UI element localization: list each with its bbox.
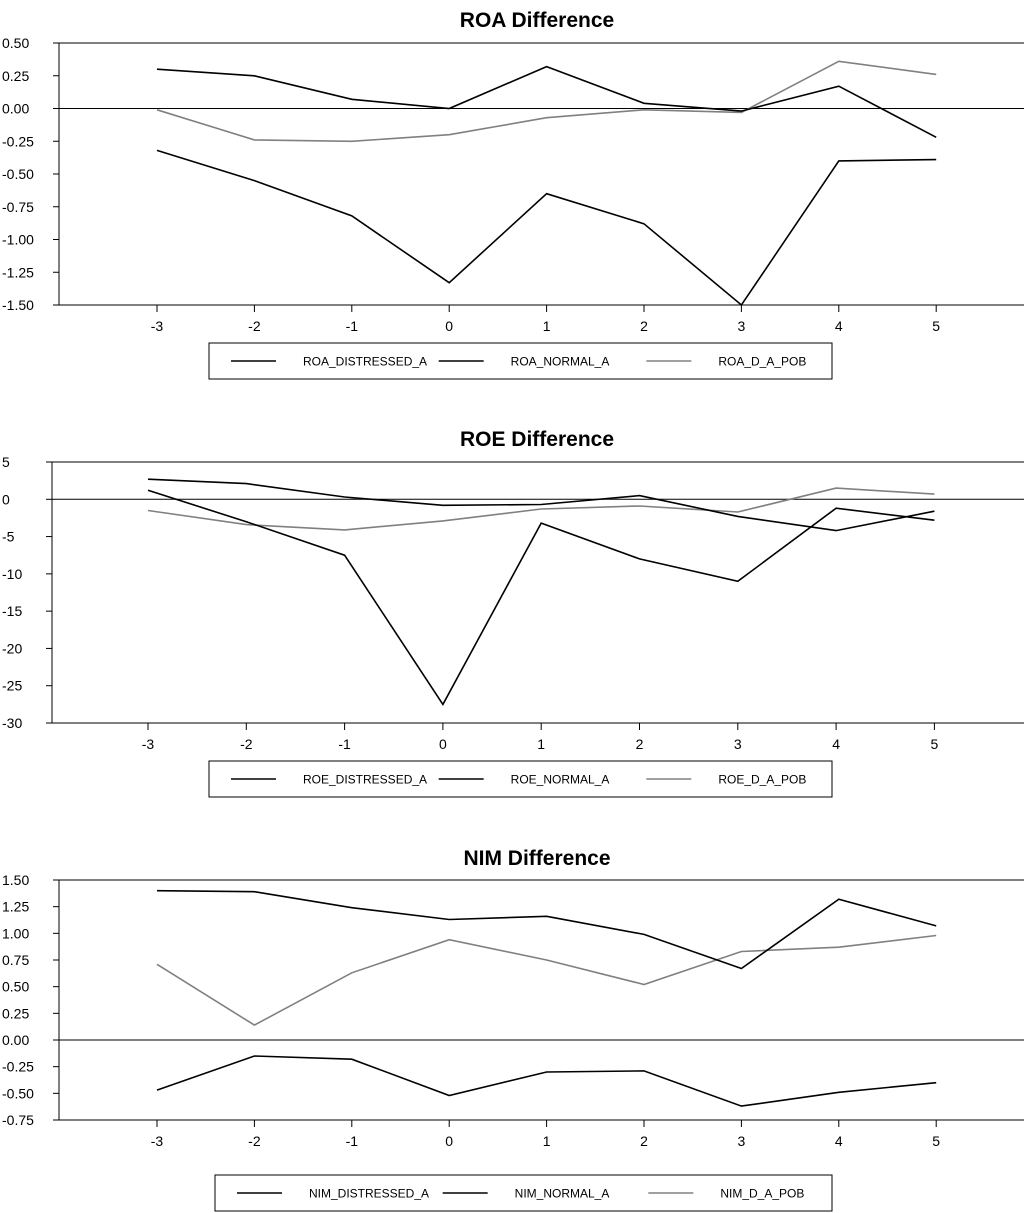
series-line-nim-d-a-pob <box>156 934 937 1027</box>
series-line-roa-d-a-pob <box>156 60 937 143</box>
nim-frame <box>58 879 1024 1121</box>
roe-x-tick-label: 3 <box>734 736 742 752</box>
nim-x-tick-label: 1 <box>543 1133 551 1149</box>
nim-y-tick-label: 1.00 <box>2 925 29 941</box>
nim-x-tick-label: 4 <box>835 1133 843 1149</box>
nim-y-tick-label: 0.25 <box>2 1005 29 1021</box>
series-line-roe-distressed-a <box>147 489 935 706</box>
legend-label-roe-d-a-pob: ROE_D_A_POB <box>718 773 806 787</box>
series-line-roa-distressed-a <box>156 149 937 307</box>
series-line-nim-normal-a <box>156 889 937 970</box>
roe-plot-area: 50-5-10-15-20-25-30-3 -2 -1 0 1 2 3 4 5 <box>2 454 1024 752</box>
roa-legend: ROA_DISTRESSED_A ROA_NORMAL_A ROA_D_A_POB <box>208 342 833 380</box>
roe-x-tick-label: 5 <box>931 736 939 752</box>
roe-y-tick-label: -15 <box>2 603 22 619</box>
roe-y-tick-label: -5 <box>2 529 15 545</box>
legend-label-roa-distressed-a: ROA_DISTRESSED_A <box>303 355 427 369</box>
nim-x-ticks: -3 -2 -1 0 1 2 3 4 5 <box>151 1120 940 1149</box>
roa-x-tick-label: 4 <box>835 318 843 334</box>
roa-y-tick-label: 0.50 <box>2 35 29 51</box>
roe-chart-title: ROE Difference <box>460 428 614 451</box>
legend-label-nim-d-a-pob: NIM_D_A_POB <box>720 1187 804 1201</box>
roe-x-tick-label: 1 <box>537 736 545 752</box>
roa-legend-box <box>208 342 833 380</box>
nim-y-tick-label: 1.25 <box>2 899 29 915</box>
legend-label-roa-d-a-pob: ROA_D_A_POB <box>718 355 806 369</box>
series-line-roe-d-a-pob <box>147 487 935 531</box>
roa-x-tick-label: 0 <box>445 318 453 334</box>
nim-x-tick-label: 0 <box>445 1133 453 1149</box>
roa-x-tick-label: -3 <box>151 318 164 334</box>
roe-y-tick-label: -20 <box>2 640 22 656</box>
roe-x-tick-label: 0 <box>439 736 447 752</box>
roa-chart: ROA Difference 0.50 0.25 0.00 -0.25 -0.50 -0.… <box>2 9 1024 380</box>
roe-legend: ROE_DISTRESSED_A ROE_NORMAL_A ROE_D_A_POB <box>208 760 833 798</box>
roa-plot-area: 0.50 0.25 0.00 -0.25 -0.50 -0.75 -1.00 -1.25 -1.… <box>2 35 1024 334</box>
roa-frame <box>58 42 1024 306</box>
roa-x-tick-label: -2 <box>248 318 261 334</box>
roe-x-tick-label: 2 <box>636 736 644 752</box>
roe-frame <box>51 461 1024 724</box>
nim-y-ticks: 1.50 1.25 1.00 0.75 0.50 0.25 0.00 -0.25 -0.50 -0… <box>2 872 59 1128</box>
roa-y-tick-label: -1.25 <box>2 264 34 280</box>
series-line-nim-distressed-a <box>156 1055 937 1107</box>
roe-y-tick-label: 5 <box>2 454 10 470</box>
nim-y-tick-label: 0.00 <box>2 1032 29 1048</box>
roa-chart-title: ROA Difference <box>460 9 614 32</box>
roe-y-tick-label: 0 <box>2 491 10 507</box>
nim-y-tick-label: -0.25 <box>2 1059 34 1075</box>
roa-y-tick-label: 0.25 <box>2 68 29 84</box>
nim-x-tick-label: -2 <box>248 1133 261 1149</box>
roe-x-tick-label: -3 <box>142 736 155 752</box>
nim-chart: NIM Difference 1.50 1.25 1.00 0.75 0.50 0.25 0… <box>2 847 1024 1212</box>
nim-legend: NIM_DISTRESSED_A NIM_NORMAL_A NIM_D_A_POB <box>214 1174 833 1212</box>
nim-y-tick-label: -0.50 <box>2 1085 34 1101</box>
roa-x-ticks: -3 -2 -1 0 1 2 3 4 5 <box>151 305 940 334</box>
roa-y-tick-label: -1.50 <box>2 297 34 313</box>
roa-y-tick-label: 0.00 <box>2 101 29 117</box>
nim-plot-area: 1.50 1.25 1.00 0.75 0.50 0.25 0.00 -0.25 -0.50 -0… <box>2 872 1024 1149</box>
legend-label-nim-distressed-a: NIM_DISTRESSED_A <box>309 1187 429 1201</box>
roe-x-tick-label: -1 <box>338 736 351 752</box>
nim-chart-title: NIM Difference <box>463 847 610 870</box>
roe-y-ticks: 5 0 -5 -10 -15 -20 -25 -30 <box>2 454 52 731</box>
legend-label-nim-normal-a: NIM_NORMAL_A <box>515 1187 610 1201</box>
series-line-roe-normal-a <box>147 478 935 532</box>
roe-x-tick-label: 4 <box>832 736 840 752</box>
roa-x-tick-label: 2 <box>640 318 648 334</box>
nim-y-tick-label: 0.75 <box>2 952 29 968</box>
roa-y-tick-label: -0.75 <box>2 199 34 215</box>
nim-y-tick-label: 1.50 <box>2 872 29 888</box>
roe-chart: ROE Difference 50-5-10-15-20-25-30-3 -2 -1… <box>2 428 1024 798</box>
roe-y-tick-label: -30 <box>2 715 22 731</box>
roa-y-tick-label: -1.00 <box>2 232 34 248</box>
roa-x-tick-label: 5 <box>932 318 940 334</box>
nim-x-tick-label: 3 <box>738 1133 746 1149</box>
roa-y-tick-label: -0.50 <box>2 166 34 182</box>
roe-x-ticks: -3 -2 -1 0 1 2 3 4 5 <box>142 723 939 752</box>
nim-x-tick-label: -1 <box>346 1133 359 1149</box>
nim-x-tick-label: -3 <box>151 1133 164 1149</box>
roa-x-tick-label: -1 <box>346 318 359 334</box>
series-line-roa-normal-a <box>156 65 937 139</box>
roe-y-tick-label: -10 <box>2 566 22 582</box>
roe-x-tick-label: -2 <box>240 736 253 752</box>
nim-y-tick-label: -0.75 <box>2 1112 34 1128</box>
nim-x-tick-label: 5 <box>932 1133 940 1149</box>
roa-x-tick-label: 3 <box>738 318 746 334</box>
nim-legend-box <box>214 1174 833 1212</box>
roa-x-tick-label: 1 <box>543 318 551 334</box>
nim-x-tick-label: 2 <box>640 1133 648 1149</box>
nim-y-tick-label: 0.50 <box>2 979 29 995</box>
legend-label-roe-distressed-a: ROE_DISTRESSED_A <box>303 773 427 787</box>
legend-label-roe-normal-a: ROE_NORMAL_A <box>511 773 610 787</box>
roa-y-ticks: 0.50 0.25 0.00 -0.25 -0.50 -0.75 -1.00 -1.25 -1.… <box>2 35 59 313</box>
roa-y-tick-label: -0.25 <box>2 133 34 149</box>
legend-label-roa-normal-a: ROA_NORMAL_A <box>511 355 610 369</box>
roe-y-tick-label: -25 <box>2 678 22 694</box>
roe-legend-box <box>208 760 833 798</box>
